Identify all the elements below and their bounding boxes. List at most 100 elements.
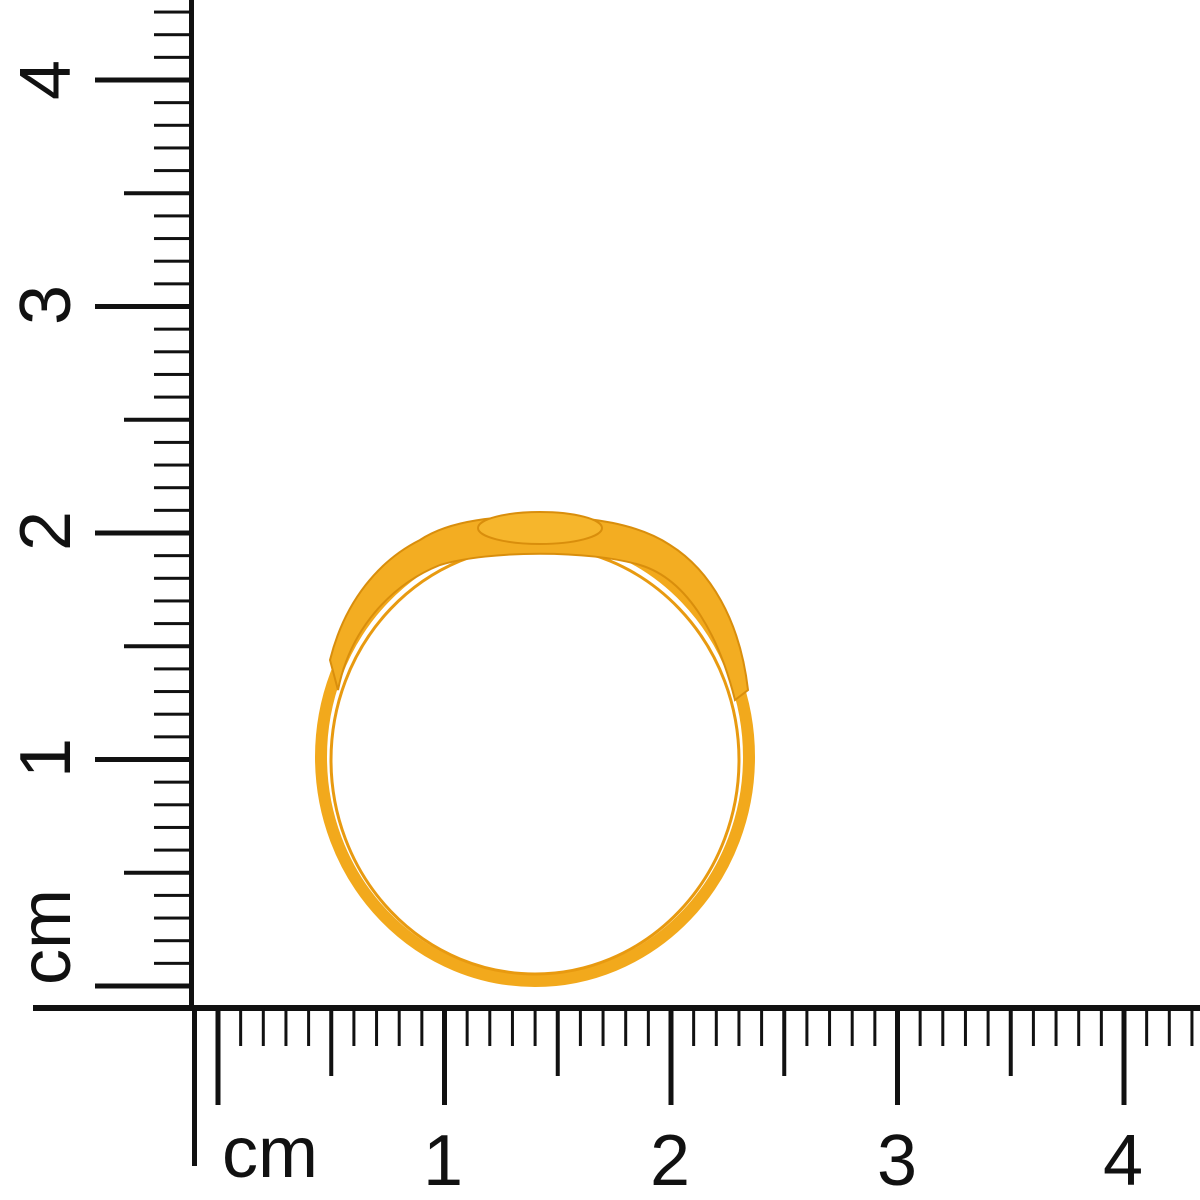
horizontal-minor-tick [692, 1008, 696, 1046]
horizontal-ruler [33, 1005, 1200, 1166]
vertical-minor-tick [154, 486, 192, 490]
horizontal-label-3: 3 [877, 1121, 917, 1200]
vertical-major-tick [95, 757, 192, 762]
vertical-minor-tick [154, 101, 192, 105]
horizontal-label-1: 1 [423, 1121, 463, 1200]
horizontal-minor-tick [646, 1008, 650, 1046]
ring-center-motif [477, 511, 603, 545]
horizontal-minor-tick [1190, 1008, 1194, 1046]
vertical-minor-tick [154, 576, 192, 580]
vertical-minor-tick [154, 327, 192, 331]
vertical-ruler-line [189, 0, 194, 1008]
horizontal-minor-tick [307, 1008, 311, 1046]
vertical-label-3: 3 [6, 285, 86, 325]
horizontal-label-4: 4 [1103, 1121, 1143, 1200]
horizontal-ruler-line [33, 1005, 1200, 1011]
horizontal-minor-tick [261, 1008, 265, 1046]
vertical-minor-tick [124, 870, 192, 875]
vertical-unit-label: cm [6, 889, 86, 985]
vertical-ruler [95, 0, 194, 1008]
horizontal-minor-tick [1008, 1008, 1013, 1076]
horizontal-minor-tick [624, 1008, 628, 1046]
vertical-minor-tick [154, 33, 192, 37]
horizontal-major-tick [1121, 1008, 1127, 1105]
horizontal-minor-tick [578, 1008, 582, 1046]
vertical-minor-tick [154, 463, 192, 467]
horizontal-minor-tick [782, 1008, 787, 1076]
horizontal-minor-tick [1167, 1008, 1171, 1046]
horizontal-minor-tick [488, 1008, 492, 1046]
vertical-label-2: 2 [6, 511, 86, 551]
vertical-minor-tick [154, 735, 192, 739]
horizontal-minor-tick [601, 1008, 605, 1046]
vertical-minor-tick [124, 644, 192, 649]
horizontal-minor-tick [352, 1008, 356, 1046]
vertical-minor-tick [154, 259, 192, 263]
vertical-minor-tick [154, 123, 192, 127]
horizontal-minor-tick [397, 1008, 401, 1046]
horizontal-ruler-corner-line [192, 1008, 197, 1166]
horizontal-minor-tick [714, 1008, 718, 1046]
horizontal-minor-tick [1145, 1008, 1149, 1046]
vertical-minor-tick [154, 10, 192, 14]
vertical-minor-tick [154, 803, 192, 807]
horizontal-minor-tick [555, 1008, 560, 1076]
vertical-minor-tick [154, 350, 192, 354]
vertical-minor-tick [154, 440, 192, 444]
vertical-minor-tick [154, 712, 192, 716]
vertical-minor-tick [154, 169, 192, 173]
vertical-major-tick [95, 983, 192, 989]
vertical-minor-tick [124, 417, 192, 422]
horizontal-minor-tick [737, 1008, 741, 1046]
vertical-major-tick [95, 77, 192, 83]
vertical-minor-tick [154, 237, 192, 241]
vertical-minor-tick [154, 780, 192, 784]
horizontal-minor-tick [828, 1008, 832, 1046]
vertical-minor-tick [154, 55, 192, 59]
gold-ring [315, 511, 755, 987]
vertical-minor-tick [154, 395, 192, 399]
vertical-minor-tick [154, 372, 192, 376]
horizontal-minor-tick [420, 1008, 424, 1046]
horizontal-major-tick [895, 1008, 900, 1105]
ring-top-setting [328, 516, 750, 702]
horizontal-minor-tick [465, 1008, 469, 1046]
horizontal-minor-tick [284, 1008, 288, 1046]
vertical-minor-tick [154, 961, 192, 965]
horizontal-minor-tick [805, 1008, 809, 1046]
horizontal-minor-tick [918, 1008, 922, 1046]
vertical-minor-tick [154, 667, 192, 671]
vertical-minor-tick [154, 599, 192, 603]
vertical-minor-tick [154, 690, 192, 694]
horizontal-minor-tick [873, 1008, 877, 1046]
vertical-minor-tick [124, 191, 192, 196]
ring-band-inner [329, 544, 741, 976]
horizontal-minor-tick [329, 1008, 334, 1076]
horizontal-minor-tick [941, 1008, 945, 1046]
horizontal-minor-tick [510, 1008, 514, 1046]
horizontal-minor-tick [239, 1008, 243, 1046]
horizontal-minor-tick [1077, 1008, 1081, 1046]
vertical-minor-tick [154, 893, 192, 897]
vertical-minor-tick [154, 916, 192, 920]
vertical-major-tick [95, 530, 192, 536]
horizontal-minor-tick [1031, 1008, 1035, 1046]
horizontal-minor-tick [533, 1008, 537, 1046]
vertical-label-1: 1 [6, 738, 86, 778]
horizontal-minor-tick [986, 1008, 990, 1046]
vertical-minor-tick [154, 554, 192, 558]
horizontal-minor-tick [375, 1008, 379, 1046]
horizontal-minor-tick [760, 1008, 764, 1046]
vertical-minor-tick [154, 825, 192, 829]
vertical-minor-tick [154, 848, 192, 852]
horizontal-major-tick [215, 1008, 221, 1105]
vertical-minor-tick [154, 282, 192, 286]
horizontal-major-tick [668, 1008, 674, 1105]
horizontal-minor-tick [1054, 1008, 1058, 1046]
horizontal-unit-label: cm [222, 1113, 318, 1193]
vertical-minor-tick [154, 939, 192, 943]
vertical-minor-tick [154, 214, 192, 218]
vertical-label-4: 4 [6, 60, 86, 100]
